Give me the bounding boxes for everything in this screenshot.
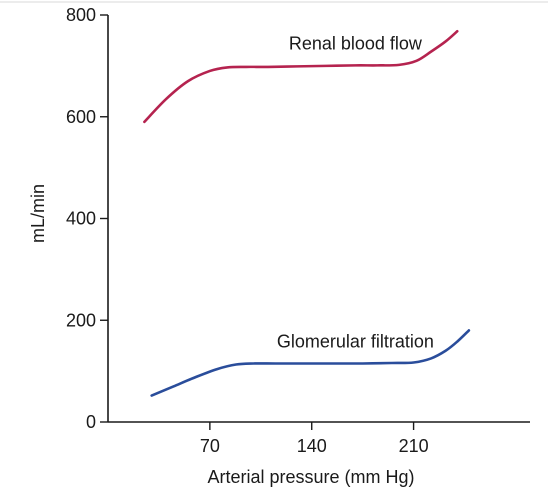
x-tick-label: 70	[200, 436, 220, 456]
renal-blood-flow-label: Renal blood flow	[289, 33, 423, 53]
glomerular-filtration-label: Glomerular filtration	[277, 331, 434, 351]
y-tick-label: 0	[86, 412, 96, 432]
x-axis-title: Arterial pressure (mm Hg)	[207, 467, 414, 487]
labels-layer: Arterial pressure (mm Hg) mL/min Renal blo…	[28, 33, 434, 487]
y-tick-label: 600	[66, 107, 96, 127]
glomerular-filtration-line	[150, 329, 471, 397]
y-tick-label: 400	[66, 209, 96, 229]
renal-blood-flow-line	[143, 29, 459, 124]
y-axis-title: mL/min	[28, 184, 48, 243]
x-tick-label: 210	[399, 436, 429, 456]
y-tick-label: 800	[66, 5, 96, 25]
axes: 0 200 400 600 800 70 140 210	[66, 5, 530, 456]
y-tick-label: 200	[66, 310, 96, 330]
x-tick-label: 140	[297, 436, 327, 456]
series-layer	[143, 29, 471, 397]
